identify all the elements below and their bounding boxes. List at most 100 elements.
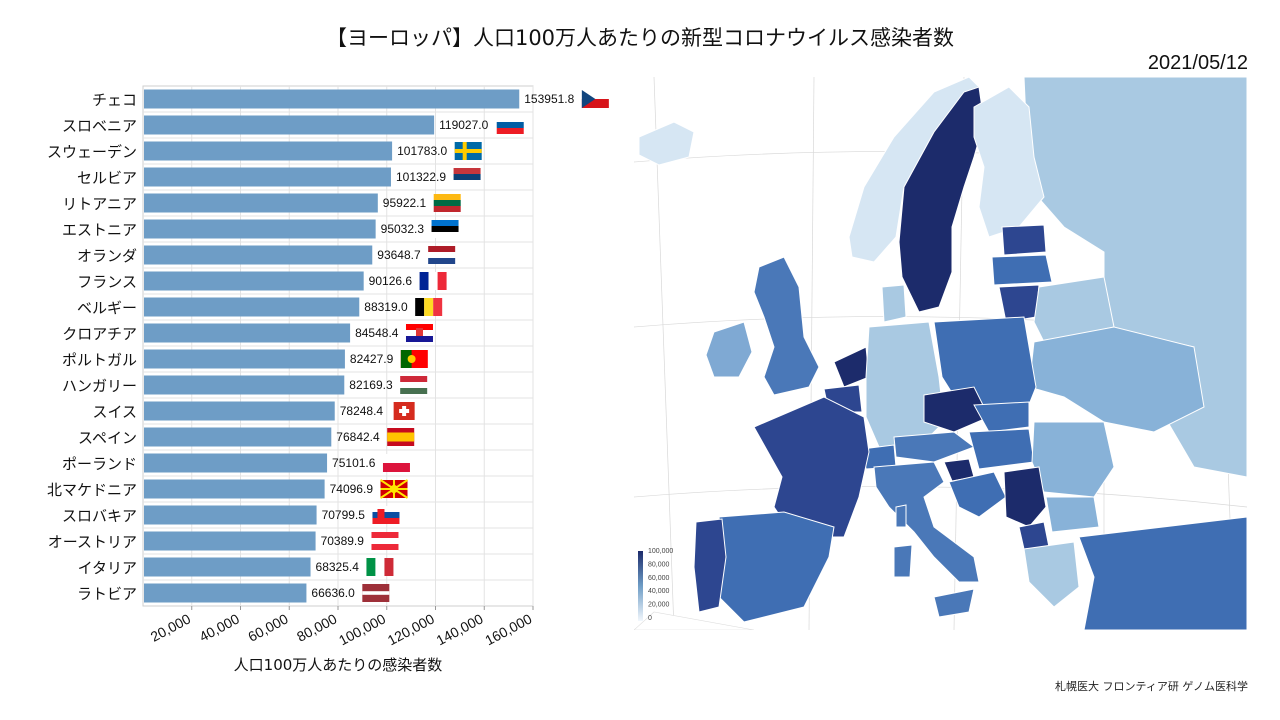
- value-label: 93648.7: [377, 248, 421, 262]
- value-label: 74096.9: [330, 482, 374, 496]
- map-corsica: [895, 504, 907, 528]
- map-romania: [1031, 421, 1115, 498]
- bar-estonia: [144, 219, 376, 239]
- value-label: 68325.4: [316, 560, 360, 574]
- slovenia-flag-icon: [496, 116, 524, 134]
- map-portugal: [693, 518, 727, 613]
- category-label: オーストリア: [48, 533, 137, 551]
- latvia-flag-icon: [362, 584, 390, 602]
- value-label: 84548.4: [355, 326, 399, 340]
- category-label: フランス: [77, 273, 137, 291]
- x-tick-label: 160,000: [482, 610, 534, 648]
- hungary-flag-icon: [400, 376, 428, 394]
- value-label: 82169.3: [349, 378, 393, 392]
- category-label: クロアチア: [62, 325, 137, 343]
- legend-tick-label: 100,000: [648, 548, 673, 555]
- value-label: 153951.8: [524, 92, 574, 106]
- bar-switzerland: [144, 401, 335, 421]
- x-tick-label: 40,000: [197, 610, 243, 644]
- x-tick-label: 80,000: [294, 610, 340, 644]
- bar-croatia: [144, 323, 351, 343]
- slovakia-flag-icon: [372, 506, 400, 524]
- north-macedonia-flag-icon: [379, 479, 409, 499]
- france-flag-icon: [419, 272, 447, 290]
- category-label: チェコ: [92, 91, 137, 109]
- legend-tick-label: 20,000: [648, 602, 670, 609]
- value-label: 95922.1: [383, 196, 427, 210]
- legend-tick-label: 80,000: [648, 561, 670, 568]
- x-tick-label: 100,000: [336, 610, 388, 648]
- poland-flag-icon: [382, 454, 410, 472]
- legend-tick-label: 60,000: [648, 575, 670, 582]
- spain-flag-icon: [387, 428, 415, 446]
- bar-sweden: [144, 141, 393, 161]
- map-estonia: [1001, 224, 1047, 256]
- bar-portugal: [144, 349, 345, 369]
- x-tick-label: 120,000: [385, 610, 437, 648]
- chart-title: 【ヨーロッパ】人口100万人あたりの新型コロナウイルス感染者数: [325, 26, 955, 50]
- czech-flag-icon: [581, 90, 609, 108]
- legend-labels: 100,000 80,000 60,000 40,000 20,000 0: [648, 548, 673, 622]
- map-croatia: [948, 471, 1007, 518]
- category-label: ハンガリー: [62, 377, 137, 395]
- portugal-flag-icon: [400, 350, 428, 368]
- map-latvia: [991, 254, 1053, 286]
- map-ireland: [705, 321, 753, 378]
- x-axis-title: 人口100万人あたりの感染者数: [233, 656, 443, 674]
- category-label: セルビア: [77, 169, 137, 187]
- map-austria: [893, 431, 976, 463]
- bar-north-macedonia: [144, 479, 325, 499]
- date-label: 2021/05/12: [1147, 52, 1248, 74]
- croatia-flag-icon: [405, 324, 433, 342]
- category-label: ラトビア: [77, 585, 137, 603]
- category-label: スウェーデン: [47, 143, 137, 161]
- map-svg: 100,000 80,000 60,000 40,000 20,000 0: [633, 76, 1248, 631]
- bar-slovakia: [144, 505, 317, 525]
- category-label: エストニア: [62, 221, 137, 239]
- map-sicily: [933, 588, 975, 618]
- value-label: 70389.9: [321, 534, 365, 548]
- legend-tick-label: 0: [648, 615, 652, 622]
- category-label: ベルギー: [77, 299, 137, 317]
- bar-belgium: [144, 297, 360, 317]
- bar-netherlands: [144, 245, 373, 265]
- bar-italy: [144, 557, 311, 577]
- category-label: イタリア: [78, 559, 137, 577]
- map-greece: [1023, 541, 1080, 608]
- value-label: 82427.9: [350, 352, 394, 366]
- x-tick-label: 60,000: [245, 610, 291, 644]
- value-label: 75101.6: [332, 456, 376, 470]
- category-label: スペイン: [78, 429, 137, 447]
- map-slovakia: [973, 401, 1030, 433]
- bar-poland: [144, 453, 328, 473]
- sweden-flag-icon: [454, 142, 482, 160]
- map-france: [753, 396, 870, 538]
- credit-label: 札幌医大 フロンティア研 ゲノム医科学: [1054, 680, 1248, 693]
- category-label: ポーランド: [62, 455, 137, 473]
- bar-hungary: [144, 375, 345, 395]
- value-label: 90126.6: [369, 274, 413, 288]
- map-serbia: [1003, 466, 1047, 528]
- bar-chart: チェコ 153951.8 スロベニア 119027.0 スウェーデン 101783.0 セル…: [47, 85, 609, 648]
- map-czechia: [923, 386, 990, 433]
- bar-slovenia: [144, 115, 435, 135]
- x-tick-label: 140,000: [433, 610, 485, 648]
- serbia-flag-icon: [453, 168, 481, 186]
- austria-flag-icon: [371, 532, 399, 550]
- bar-lithuania: [144, 193, 378, 213]
- value-label: 101322.9: [396, 170, 446, 184]
- category-label: スロベニア: [62, 117, 137, 135]
- switzerland-flag-icon: [393, 402, 415, 420]
- map-north-macedonia: [1018, 521, 1050, 550]
- value-label: 119027.0: [439, 118, 488, 132]
- map-hungary: [968, 428, 1035, 470]
- category-label: リトアニア: [62, 195, 137, 213]
- map-sweden: [898, 86, 985, 313]
- map-lithuania: [998, 284, 1040, 323]
- category-label: スロバキア: [62, 507, 137, 525]
- category-label: スイス: [92, 403, 137, 421]
- bar-serbia: [144, 167, 391, 187]
- value-label: 95032.3: [381, 222, 425, 236]
- map-bulgaria: [1045, 496, 1100, 533]
- map-denmark: [881, 284, 907, 323]
